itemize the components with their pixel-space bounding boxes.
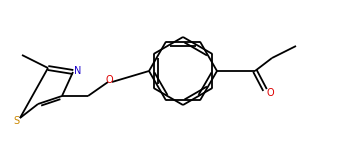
Text: N: N [74,66,82,76]
Text: O: O [266,88,274,98]
Text: S: S [13,116,19,126]
Text: O: O [105,75,113,85]
